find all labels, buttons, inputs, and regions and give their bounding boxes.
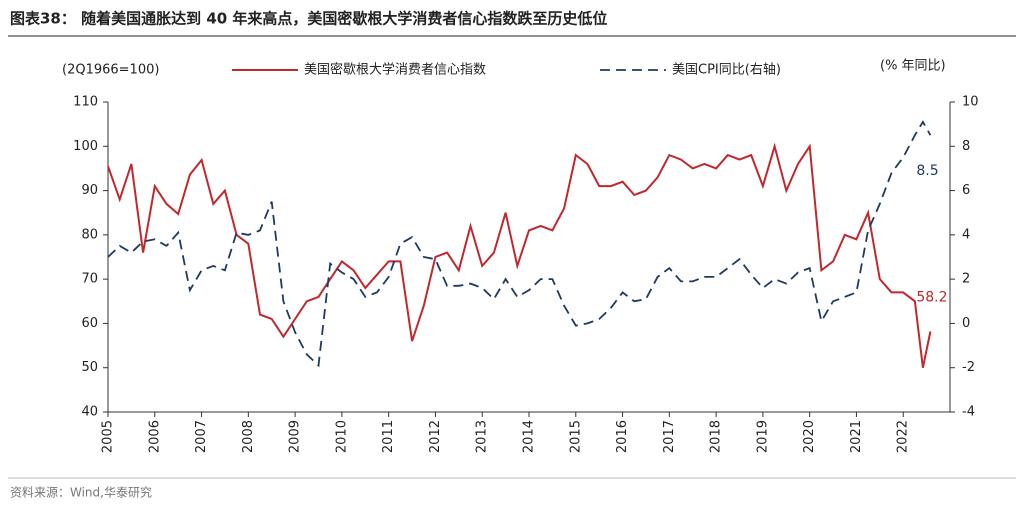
- legend-label: 美国CPI同比(右轴): [672, 63, 781, 78]
- annotation: 8.5: [916, 163, 938, 179]
- y-tick-label: 60: [81, 316, 98, 331]
- series-line: [107, 142, 932, 368]
- x-tick-label: 2016: [615, 420, 630, 453]
- source-note: 资料来源：Wind,华泰研究: [10, 485, 152, 500]
- y2-tick-label: 10: [962, 95, 979, 110]
- y-tick-label: 100: [73, 139, 98, 154]
- x-tick-label: 2010: [334, 420, 349, 453]
- x-tick-label: 2017: [662, 420, 677, 453]
- x-tick-label: 2007: [194, 420, 209, 453]
- x-tick-label: 2005: [101, 420, 116, 453]
- y2-tick-label: -2: [962, 360, 975, 375]
- y-tick-label: 50: [81, 360, 98, 375]
- x-tick-label: 2014: [522, 420, 537, 453]
- annotation: 58.2: [916, 289, 947, 305]
- x-tick-label: 2018: [709, 420, 724, 453]
- y-tick-label: 80: [81, 227, 98, 242]
- y-tick-label: 40: [81, 405, 98, 420]
- y2-axis-label: (% 年同比): [880, 59, 946, 74]
- y2-tick-label: 4: [962, 227, 970, 242]
- x-tick-label: 2011: [381, 420, 396, 453]
- series-line: [107, 120, 932, 368]
- y-axis-label: (2Q1966=100): [62, 63, 159, 78]
- x-tick-label: 2020: [802, 420, 817, 453]
- y-tick-label: 90: [81, 183, 98, 198]
- y-tick-label: 110: [73, 95, 98, 110]
- x-tick-label: 2022: [896, 420, 911, 453]
- x-tick-label: 2009: [288, 420, 303, 453]
- y2-tick-label: 2: [962, 272, 970, 287]
- x-tick-label: 2015: [568, 420, 583, 453]
- x-tick-label: 2021: [849, 420, 864, 453]
- x-tick-label: 2006: [147, 420, 162, 453]
- chart-title: 图表38： 随着美国通胀达到 40 年来高点，美国密歇根大学消费者信心指数跌至历…: [10, 10, 607, 28]
- y2-tick-label: 8: [962, 139, 970, 154]
- x-tick-label: 2019: [755, 420, 770, 453]
- x-tick-label: 2012: [428, 420, 443, 453]
- legend-label: 美国密歇根大学消费者信心指数: [304, 62, 486, 78]
- y2-tick-label: 6: [962, 183, 970, 198]
- y2-tick-label: -4: [962, 405, 975, 420]
- x-tick-label: 2013: [475, 420, 490, 453]
- y2-tick-label: 0: [962, 316, 970, 331]
- y-tick-label: 70: [81, 272, 98, 287]
- x-tick-label: 2008: [241, 420, 256, 453]
